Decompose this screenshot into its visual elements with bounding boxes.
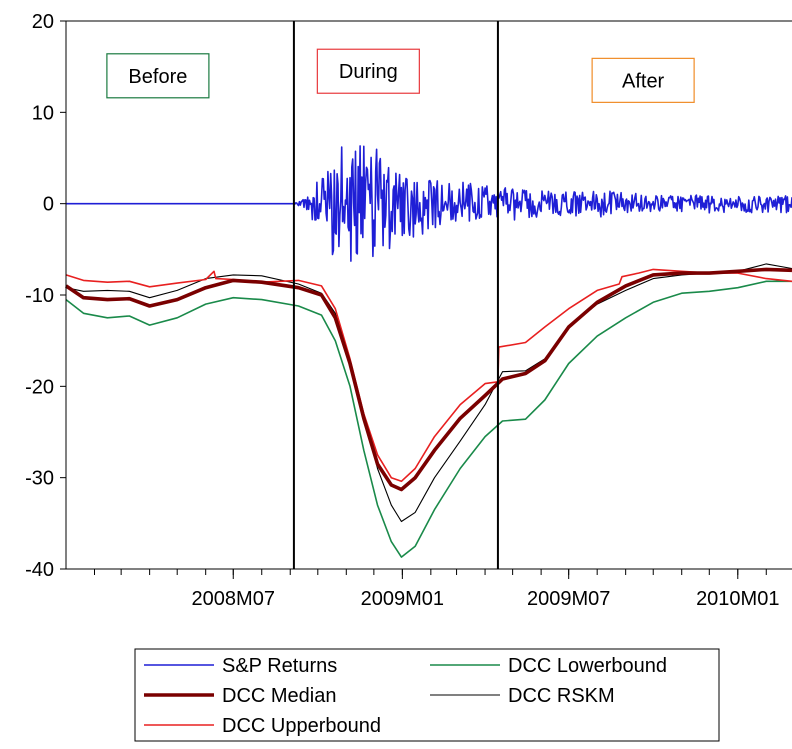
y-tick-label: 10: [32, 102, 54, 124]
annotation-box-before: [106, 53, 210, 99]
legend-label-dcc-rskm: DCC RSKM: [508, 685, 615, 707]
legend-label-s-p-returns: S&P Returns: [222, 655, 337, 677]
x-tick-label: 2009M07: [527, 588, 610, 610]
annotation-box-during: [316, 48, 420, 94]
series-line-s-p-returns: [66, 145, 792, 262]
x-tick-label: 2008M07: [192, 588, 275, 610]
series-layer: [64, 145, 792, 558]
legend-label-dcc-median: DCC Median: [222, 685, 336, 707]
y-axis: 20 10 0 -10 -20 -30 -40: [25, 11, 66, 581]
legend-label-dcc-lowerbound: DCC Lowerbound: [508, 655, 667, 677]
annotation-label-before: Before: [128, 66, 187, 88]
series-line-dcc-median: [64, 267, 792, 492]
series-line-dcc-upperbound: [65, 268, 792, 483]
y-tick-label: -20: [25, 376, 54, 398]
y-tick-label: -40: [25, 559, 54, 581]
legend-label-dcc-upperbound: DCC Upperbound: [222, 715, 381, 737]
y-tick-label: 20: [32, 11, 54, 33]
x-tick-label: 2010M01: [696, 588, 779, 610]
annotations-layer: Before During After: [106, 48, 695, 103]
y-tick-label: -30: [25, 468, 54, 490]
vertical-lines-layer: [292, 21, 499, 569]
x-axis: 2008M07 2009M01 2009M07 2010M01: [93, 569, 779, 610]
annotation-label-during: During: [339, 61, 398, 83]
y-tick-label: 0: [43, 194, 54, 216]
x-tick-label: 2009M01: [361, 588, 444, 610]
annotation-box-after: [591, 57, 695, 103]
series-line-dcc-rskm: [65, 263, 792, 523]
legend: S&P Returns DCC Lowerbound DCC Median DCC R…: [134, 648, 720, 742]
series-line-dcc-lowerbound: [65, 280, 792, 558]
legend-box: [134, 648, 720, 742]
annotation-label-after: After: [622, 70, 665, 92]
y-tick-label: -10: [25, 285, 54, 307]
